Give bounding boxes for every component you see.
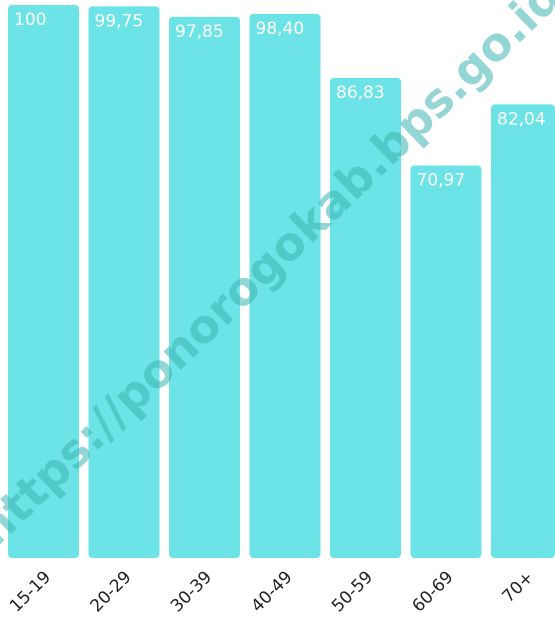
bar-70+ bbox=[491, 104, 555, 559]
bar-20-29 bbox=[88, 6, 160, 558]
x-tick-label-60-69: 60-69 bbox=[408, 567, 457, 616]
x-tick-label-15-19: 15-19 bbox=[6, 567, 55, 616]
value-label-60-69: 70,97 bbox=[417, 171, 466, 191]
value-label-70+: 82,04 bbox=[497, 109, 546, 129]
value-label-40-49: 98,40 bbox=[256, 19, 305, 39]
value-label-20-29: 99,75 bbox=[95, 11, 144, 31]
bar-60-69 bbox=[410, 165, 482, 559]
value-label-30-39: 97,85 bbox=[175, 22, 224, 42]
value-labels-group: 100 99,75 97,85 98,40 86,83 70,97 82,04 bbox=[14, 10, 546, 191]
x-tick-label-50-59: 50-59 bbox=[328, 567, 377, 616]
x-axis-tick-labels: 15-19 20-29 30-39 40-49 50-59 60-69 70+ bbox=[6, 567, 538, 616]
bars-group bbox=[8, 5, 555, 559]
value-label-15-19: 100 bbox=[14, 10, 46, 30]
bar-50-59 bbox=[330, 77, 401, 558]
bar-15-19 bbox=[8, 5, 79, 558]
x-tick-label-70+: 70+ bbox=[499, 567, 539, 607]
bar-40-49 bbox=[249, 13, 321, 558]
value-label-50-59: 86,83 bbox=[336, 83, 385, 103]
bar-30-39 bbox=[169, 16, 240, 558]
x-tick-label-30-39: 30-39 bbox=[167, 567, 216, 616]
x-tick-label-40-49: 40-49 bbox=[247, 567, 296, 616]
x-tick-label-20-29: 20-29 bbox=[86, 567, 135, 616]
